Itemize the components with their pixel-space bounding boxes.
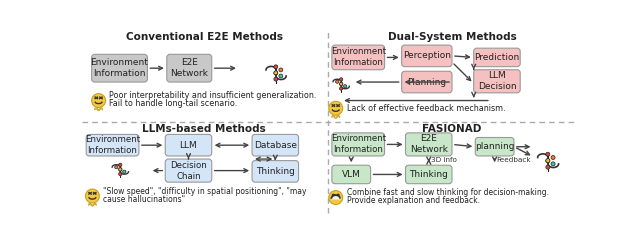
Text: Conventional E2E Methods: Conventional E2E Methods <box>125 32 282 42</box>
Circle shape <box>340 82 343 86</box>
Text: Poor interpretability and insufficient generalization.: Poor interpretability and insufficient g… <box>109 91 317 100</box>
Circle shape <box>279 74 283 78</box>
Circle shape <box>274 71 278 75</box>
Circle shape <box>118 168 122 171</box>
Text: Fail to handle long-tail scenario.: Fail to handle long-tail scenario. <box>109 99 237 108</box>
Text: Thinking: Thinking <box>256 167 295 176</box>
Text: LLM
Decision: LLM Decision <box>477 71 516 91</box>
Circle shape <box>551 155 555 160</box>
Circle shape <box>329 191 343 204</box>
FancyBboxPatch shape <box>332 133 385 156</box>
Circle shape <box>118 163 122 167</box>
Text: Provide explanation and feedback.: Provide explanation and feedback. <box>348 196 481 205</box>
Circle shape <box>92 94 106 107</box>
Text: cause hallucinations": cause hallucinations" <box>103 194 186 204</box>
FancyBboxPatch shape <box>474 70 520 93</box>
Circle shape <box>274 71 278 75</box>
FancyBboxPatch shape <box>86 134 139 156</box>
Text: Environment
Information: Environment Information <box>85 135 140 155</box>
Text: Feedback: Feedback <box>496 157 531 163</box>
Text: Environment
Information: Environment Information <box>331 47 386 67</box>
Text: Dual-System Methods: Dual-System Methods <box>388 32 516 42</box>
Text: Database: Database <box>254 141 297 150</box>
Circle shape <box>546 159 550 163</box>
Circle shape <box>123 170 126 173</box>
Circle shape <box>546 152 550 156</box>
Text: 3D info: 3D info <box>431 157 457 163</box>
Circle shape <box>279 68 283 72</box>
Text: "Slow speed", "difficulty in spatial positioning", "may: "Slow speed", "difficulty in spatial pos… <box>103 187 307 196</box>
Circle shape <box>344 85 347 88</box>
FancyBboxPatch shape <box>92 54 147 82</box>
FancyBboxPatch shape <box>474 48 520 67</box>
Text: VLM: VLM <box>342 170 361 179</box>
Text: FASIONAD: FASIONAD <box>422 124 482 134</box>
Circle shape <box>274 65 278 69</box>
Circle shape <box>333 194 334 196</box>
FancyBboxPatch shape <box>165 134 212 156</box>
FancyBboxPatch shape <box>167 54 212 82</box>
Circle shape <box>340 87 343 90</box>
Circle shape <box>551 162 555 166</box>
Circle shape <box>118 173 122 176</box>
Text: Planning: Planning <box>407 78 446 87</box>
FancyBboxPatch shape <box>252 161 298 182</box>
Text: Perception: Perception <box>403 51 451 60</box>
FancyBboxPatch shape <box>406 165 452 184</box>
Circle shape <box>546 165 550 169</box>
Text: planning: planning <box>475 142 515 151</box>
FancyBboxPatch shape <box>165 159 212 182</box>
Circle shape <box>329 101 343 115</box>
Text: E2E
Network: E2E Network <box>170 58 208 78</box>
Circle shape <box>340 78 343 81</box>
FancyBboxPatch shape <box>332 165 371 184</box>
Text: LLMs-based Methods: LLMs-based Methods <box>142 124 266 134</box>
Circle shape <box>337 194 339 196</box>
Text: Environment
Information: Environment Information <box>331 134 386 154</box>
FancyBboxPatch shape <box>332 45 385 70</box>
Text: LLM: LLM <box>180 141 197 150</box>
Circle shape <box>546 159 550 163</box>
Text: E2E
Network: E2E Network <box>410 134 448 154</box>
FancyBboxPatch shape <box>252 134 298 156</box>
Circle shape <box>274 77 278 81</box>
Text: Decision
Chain: Decision Chain <box>170 161 207 181</box>
Circle shape <box>340 82 343 86</box>
Text: Prediction: Prediction <box>474 53 520 62</box>
Text: Thinking: Thinking <box>410 170 448 179</box>
FancyBboxPatch shape <box>402 45 452 67</box>
Text: Lack of effective feedback mechanism.: Lack of effective feedback mechanism. <box>347 104 505 113</box>
Circle shape <box>115 166 118 169</box>
FancyBboxPatch shape <box>476 137 514 156</box>
Circle shape <box>118 168 122 171</box>
FancyBboxPatch shape <box>402 71 452 93</box>
Circle shape <box>335 80 339 83</box>
Text: Combine fast and slow thinking for decision-making.: Combine fast and slow thinking for decis… <box>348 188 549 197</box>
FancyBboxPatch shape <box>406 133 452 156</box>
Text: Environment
Information: Environment Information <box>91 58 148 78</box>
Circle shape <box>85 189 99 203</box>
